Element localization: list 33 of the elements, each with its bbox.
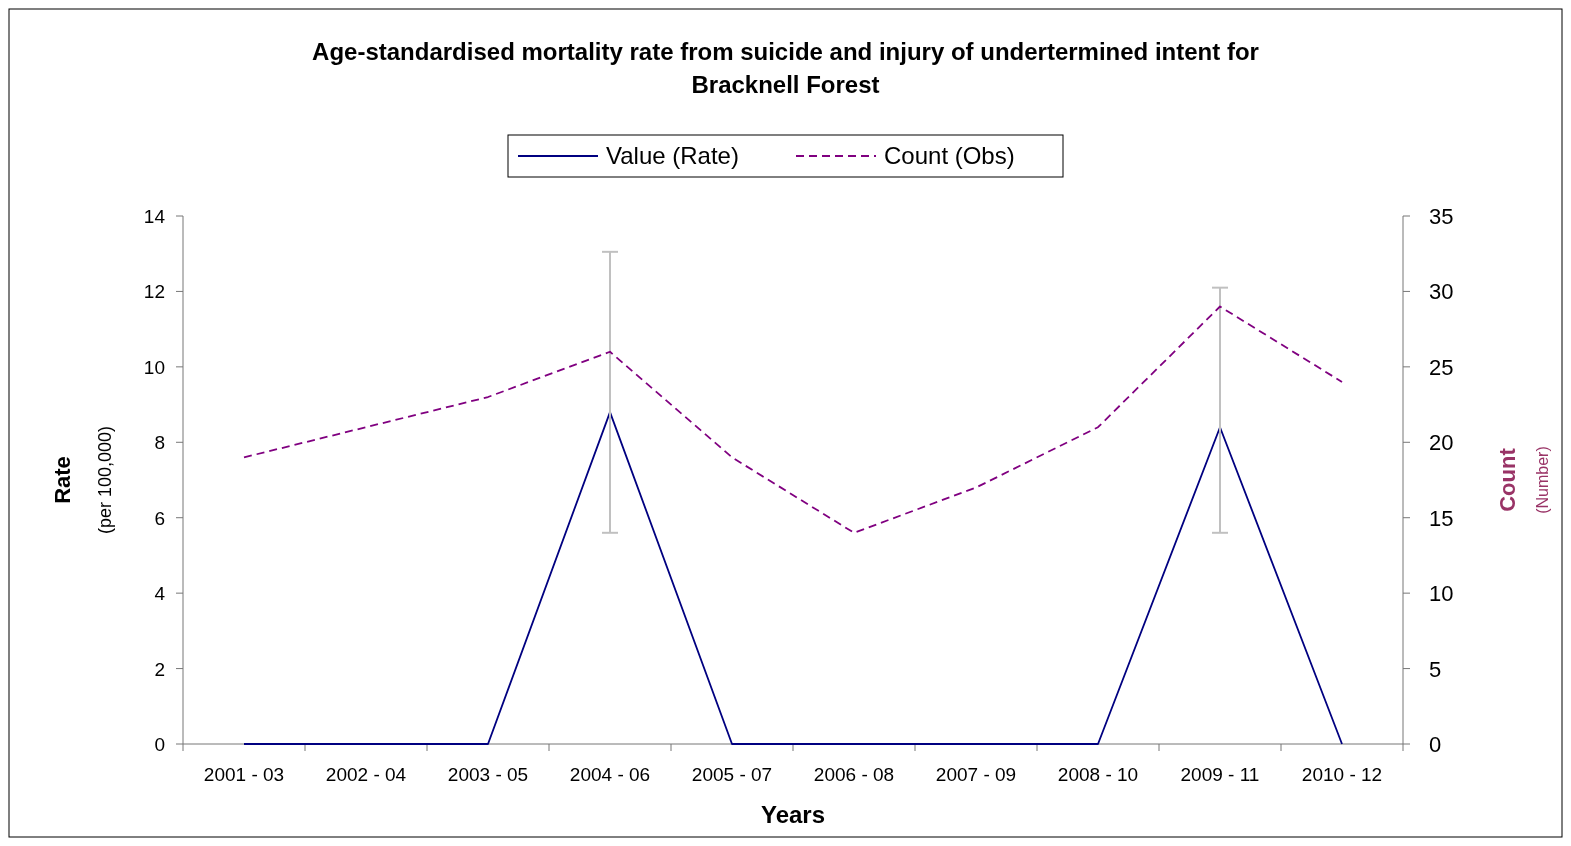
y-tick-label: 0	[154, 734, 165, 755]
x-tick-label: 2010 - 12	[1301, 764, 1383, 785]
y-tick-label: 10	[143, 356, 165, 378]
x-tick-label: 2009 - 11	[1180, 764, 1260, 785]
y-tick-label: 4	[154, 583, 166, 605]
y-tick-label: 6	[154, 507, 165, 529]
y-tick-label: 8	[154, 432, 165, 454]
x-tick-label: 2004 - 06	[569, 764, 651, 785]
y-tick-label: 14	[143, 206, 166, 227]
x-tick-label: 2007 - 09	[935, 764, 1017, 785]
x-tick-label: 2006 - 08	[813, 764, 895, 785]
y2-tick-label: 10	[1429, 581, 1454, 607]
x-tick-label: 2002 - 04	[325, 764, 407, 785]
y2-tick-label: 25	[1429, 354, 1454, 380]
x-tick-label: 2001 - 03	[203, 764, 285, 785]
y2-tick-label: 30	[1429, 279, 1454, 305]
legend-label: Value (Rate)	[606, 142, 739, 169]
y2-tick-label: 35	[1429, 204, 1454, 229]
x-tick-label: 2008 - 10	[1057, 764, 1139, 785]
chart-title: Age-standardised mortality rate from suicide and injury of undertermined intent for Bracknell Forest	[312, 38, 1259, 98]
y2-tick-label: 20	[1429, 430, 1454, 456]
y2-tick-label: 5	[1429, 656, 1442, 682]
legend-label: Count (Obs)	[884, 142, 1015, 169]
y-tick-label: 12	[143, 281, 165, 303]
y-tick-label: 2	[154, 658, 165, 680]
x-tick-label: 2003 - 05	[447, 764, 529, 785]
y2-tick-label: 0	[1429, 732, 1442, 757]
x-axis-title: Years	[760, 801, 826, 828]
y2-tick-label: 15	[1429, 505, 1454, 531]
x-tick-label: 2005 - 07	[691, 764, 773, 785]
y-axis-title: Rate (per 100,000)	[50, 425, 115, 535]
line-series	[243, 305, 1343, 534]
y2-axis-title: Count (Number)	[1495, 446, 1551, 514]
